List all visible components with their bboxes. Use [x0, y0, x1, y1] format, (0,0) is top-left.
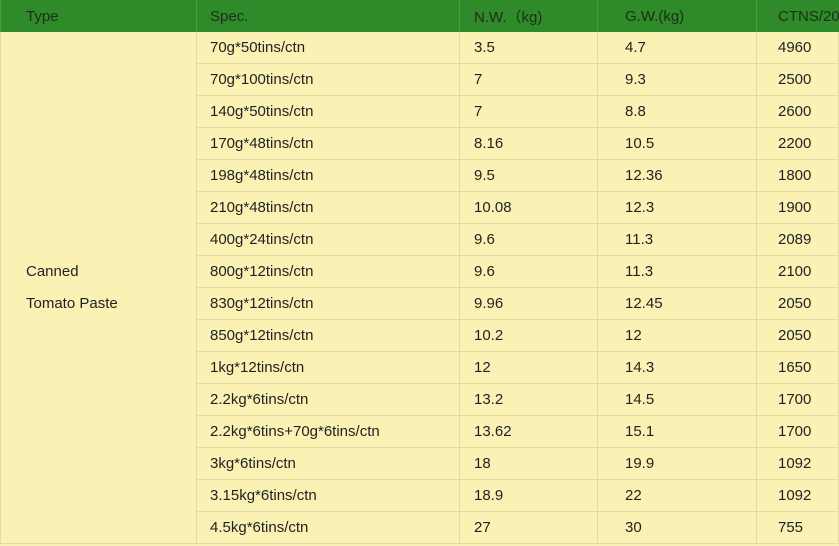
ctns-cell: 2500	[756, 63, 839, 96]
gw-cell: 14.5	[597, 383, 757, 416]
ctns-cell: 2600	[756, 95, 839, 128]
table-row: 400g*24tins/ctn 9.6 11.3 2089	[1, 223, 839, 256]
ctns-cell: 2100	[756, 255, 839, 288]
header-type: Type	[0, 0, 197, 32]
ctns-cell: 2200	[756, 127, 839, 160]
nw-cell: 9.6	[459, 255, 598, 288]
ctns-cell: 1650	[756, 351, 839, 384]
nw-cell: 7	[459, 63, 598, 96]
ctns-cell: 2050	[756, 319, 839, 352]
ctns-cell: 2050	[756, 287, 839, 320]
spec-cell: 210g*48tins/ctn	[196, 191, 460, 224]
nw-cell: 10.08	[459, 191, 598, 224]
gw-cell: 12	[597, 319, 757, 352]
table-row: 210g*48tins/ctn 10.08 12.3 1900	[1, 191, 839, 224]
nw-cell: 13.2	[459, 383, 598, 416]
ctns-cell: 755	[756, 511, 839, 544]
table-row: 800g*12tins/ctn 9.6 11.3 2100	[1, 255, 839, 288]
gw-cell: 22	[597, 479, 757, 512]
table-row: 140g*50tins/ctn 7 8.8 2600	[1, 95, 839, 128]
gw-cell: 11.3	[597, 255, 757, 288]
spec-cell: 850g*12tins/ctn	[196, 319, 460, 352]
table-row: 2.2kg*6tins+70g*6tins/ctn 13.62 15.1 1700	[1, 415, 839, 448]
table-row: 4.5kg*6tins/ctn 27 30 755	[1, 511, 839, 544]
spec-cell: 4.5kg*6tins/ctn	[196, 511, 460, 544]
nw-cell: 3.5	[459, 32, 598, 64]
table-row: 70g*100tins/ctn 7 9.3 2500	[1, 63, 839, 96]
type-line: Tomato Paste	[26, 294, 118, 312]
nw-cell: 18.9	[459, 479, 598, 512]
ctns-cell: 1800	[756, 159, 839, 192]
table-row: 170g*48tins/ctn 8.16 10.5 2200	[1, 127, 839, 160]
table-row: 1kg*12tins/ctn 12 14.3 1650	[1, 351, 839, 384]
table-row: 2.2kg*6tins/ctn 13.2 14.5 1700	[1, 383, 839, 416]
spec-cell: 3.15kg*6tins/ctn	[196, 479, 460, 512]
nw-cell: 7	[459, 95, 598, 128]
gw-cell: 11.3	[597, 223, 757, 256]
nw-cell: 27	[459, 511, 598, 544]
ctns-cell: 2089	[756, 223, 839, 256]
gw-cell: 15.1	[597, 415, 757, 448]
nw-cell: 9.96	[459, 287, 598, 320]
nw-cell: 8.16	[459, 127, 598, 160]
gw-cell: 19.9	[597, 447, 757, 480]
ctns-cell: 1700	[756, 383, 839, 416]
ctns-cell: 1700	[756, 415, 839, 448]
nw-cell: 9.5	[459, 159, 598, 192]
gw-cell: 12.3	[597, 191, 757, 224]
gw-cell: 8.8	[597, 95, 757, 128]
type-line: Canned	[26, 262, 79, 280]
nw-cell: 12	[459, 351, 598, 384]
spec-cell: 170g*48tins/ctn	[196, 127, 460, 160]
type-cell: Canned Tomato Paste	[0, 32, 197, 544]
nw-cell: 10.2	[459, 319, 598, 352]
spec-cell: 2.2kg*6tins/ctn	[196, 383, 460, 416]
spec-cell: 800g*12tins/ctn	[196, 255, 460, 288]
header-nw: N.W.（kg)	[459, 0, 598, 32]
gw-cell: 12.45	[597, 287, 757, 320]
gw-cell: 4.7	[597, 32, 757, 64]
gw-cell: 14.3	[597, 351, 757, 384]
table-row: 3.15kg*6tins/ctn 18.9 22 1092	[1, 479, 839, 512]
spec-cell: 1kg*12tins/ctn	[196, 351, 460, 384]
header-ctns: CTNS/20’FCL	[756, 0, 839, 32]
header-spec: Spec.	[196, 0, 460, 32]
spec-cell: 2.2kg*6tins+70g*6tins/ctn	[196, 415, 460, 448]
table-row: Canned Tomato Paste 70g*50tins/ctn 3.5 4.7 49…	[0, 32, 839, 544]
ctns-cell: 1092	[756, 447, 839, 480]
table-row: 830g*12tins/ctn 9.96 12.45 2050	[1, 287, 839, 320]
gw-cell: 30	[597, 511, 757, 544]
spec-cell: 140g*50tins/ctn	[196, 95, 460, 128]
gw-cell: 9.3	[597, 63, 757, 96]
header-gw: G.W.(kg)	[597, 0, 757, 32]
table-row: 850g*12tins/ctn 10.2 12 2050	[1, 319, 839, 352]
header-row: Type Spec. N.W.（kg) G.W.(kg) CTNS/20’FCL	[0, 0, 839, 32]
ctns-cell: 1092	[756, 479, 839, 512]
gw-cell: 12.36	[597, 159, 757, 192]
table-row: 3kg*6tins/ctn 18 19.9 1092	[1, 447, 839, 480]
spec-cell: 830g*12tins/ctn	[196, 287, 460, 320]
ctns-cell: 4960	[756, 32, 839, 64]
spec-cell: 3kg*6tins/ctn	[196, 447, 460, 480]
spec-cell: 198g*48tins/ctn	[196, 159, 460, 192]
spec-cell: 70g*50tins/ctn	[196, 32, 460, 64]
spec-cell: 400g*24tins/ctn	[196, 223, 460, 256]
ctns-cell: 1900	[756, 191, 839, 224]
nw-cell: 13.62	[459, 415, 598, 448]
spec-cell: 70g*100tins/ctn	[196, 63, 460, 96]
nw-cell: 18	[459, 447, 598, 480]
gw-cell: 10.5	[597, 127, 757, 160]
table-row: 198g*48tins/ctn 9.5 12.36 1800	[1, 159, 839, 192]
nw-cell: 9.6	[459, 223, 598, 256]
